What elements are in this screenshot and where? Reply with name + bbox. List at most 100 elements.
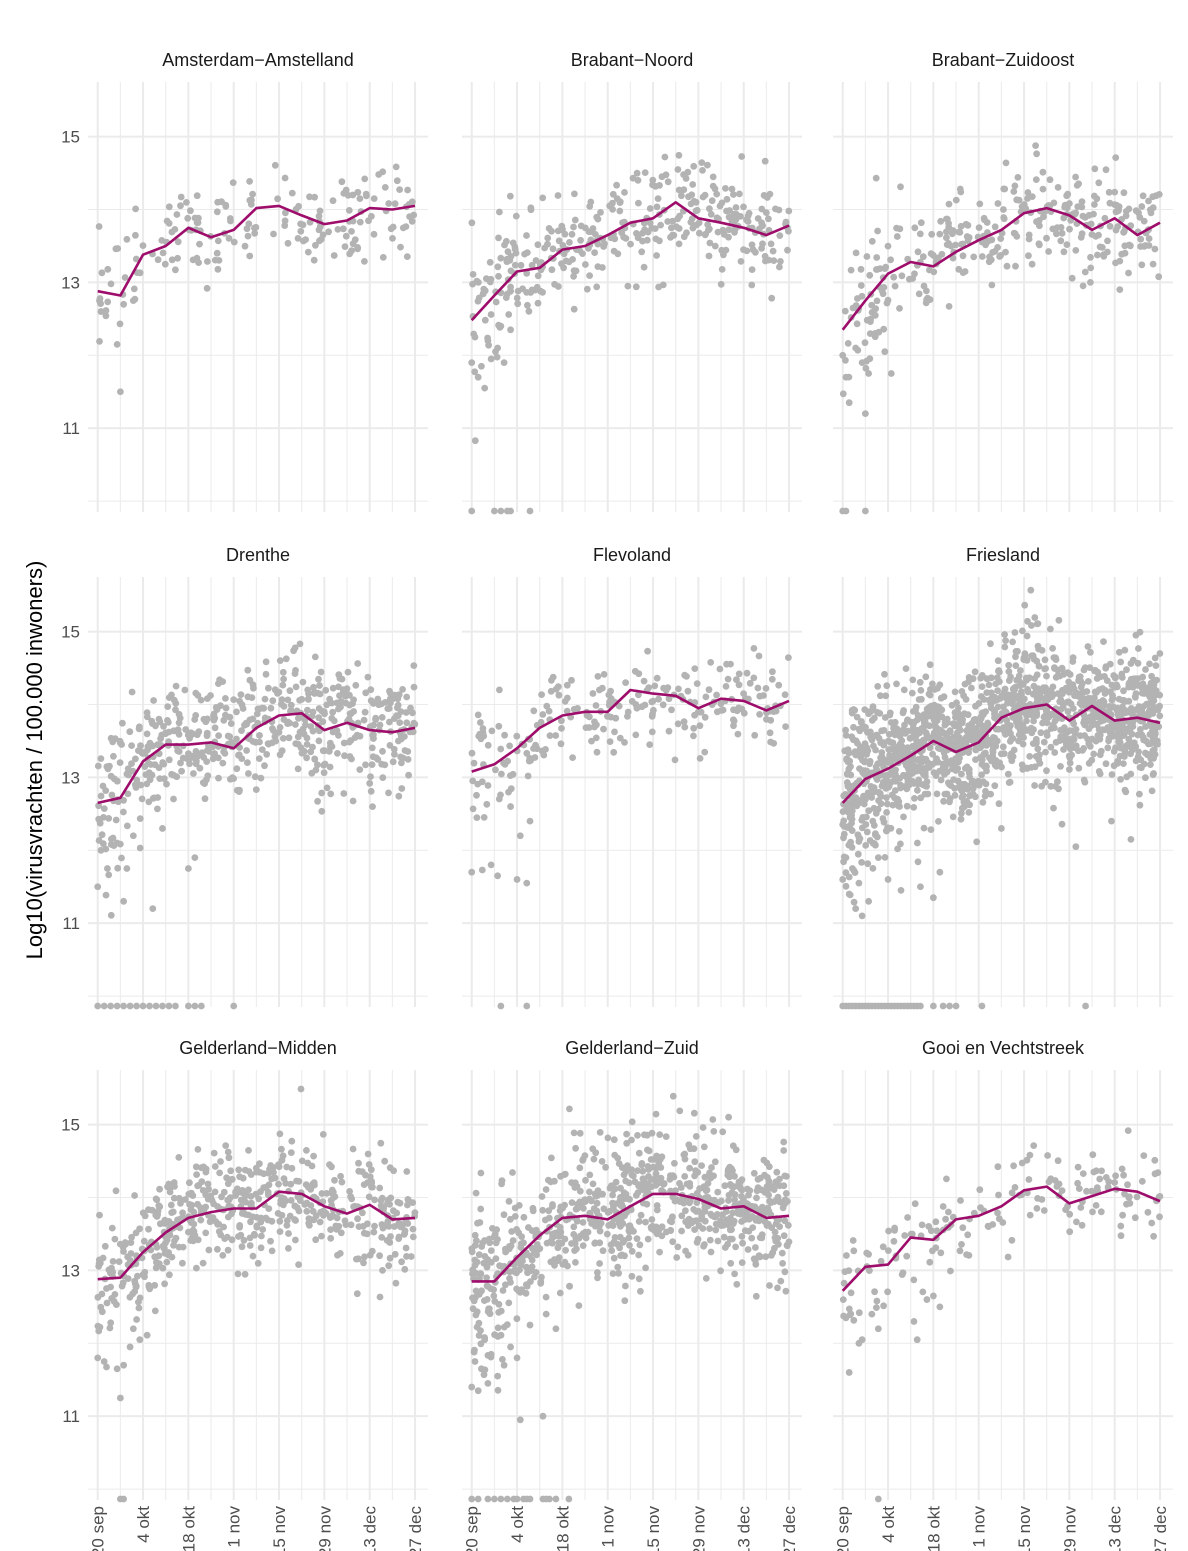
data-point <box>688 191 696 199</box>
data-point <box>653 1202 661 1209</box>
data-point <box>304 706 311 714</box>
data-point <box>207 1192 215 1200</box>
data-point <box>914 858 922 866</box>
data-point <box>874 227 881 235</box>
data-point-floor <box>474 1495 482 1503</box>
data-point <box>649 697 657 705</box>
data-point <box>177 202 184 210</box>
data-point <box>233 735 240 743</box>
data-point <box>1012 653 1019 661</box>
data-point <box>494 1386 502 1394</box>
data-point <box>395 792 403 800</box>
data-point <box>1019 680 1027 688</box>
data-point <box>128 760 135 767</box>
data-point <box>770 708 778 715</box>
data-point <box>881 854 889 861</box>
data-point <box>989 752 997 760</box>
data-point <box>904 1214 911 1221</box>
data-point <box>297 227 305 235</box>
data-point <box>241 1270 249 1278</box>
data-point <box>592 231 599 238</box>
data-point <box>189 256 197 264</box>
data-point <box>995 667 1002 675</box>
data-point <box>165 694 173 701</box>
data-point <box>1078 695 1085 703</box>
data-point <box>532 257 540 264</box>
data-point <box>896 775 904 782</box>
data-point <box>495 234 502 242</box>
data-point <box>586 1209 594 1217</box>
data-point <box>1088 756 1096 764</box>
data-point <box>900 813 907 821</box>
data-point <box>475 1251 483 1259</box>
data-point <box>649 1163 657 1171</box>
data-point <box>852 798 860 806</box>
data-point <box>1074 1179 1081 1187</box>
data-point <box>511 1204 519 1212</box>
data-point <box>400 1230 408 1238</box>
data-point <box>1108 771 1116 778</box>
data-point <box>562 1246 569 1254</box>
data-point <box>1025 252 1032 260</box>
data-point <box>1031 782 1038 789</box>
data-point <box>933 755 940 762</box>
data-point <box>712 1226 720 1234</box>
data-point <box>1032 142 1039 150</box>
data-point <box>693 1189 701 1197</box>
data-point <box>315 675 322 683</box>
data-point <box>592 702 600 709</box>
data-point <box>691 1172 698 1180</box>
data-point <box>1091 165 1099 173</box>
data-point <box>1117 658 1125 666</box>
data-point <box>1103 677 1111 684</box>
data-point <box>868 716 876 724</box>
x-tick-label: 27 dec <box>780 1506 799 1551</box>
data-point <box>588 737 595 745</box>
data-point <box>1000 724 1007 732</box>
data-point <box>381 184 389 191</box>
data-point <box>217 1158 224 1165</box>
data-point <box>214 754 222 762</box>
data-point <box>1013 233 1021 240</box>
data-point <box>500 1323 508 1331</box>
data-point <box>1123 666 1130 674</box>
panel-title: Gelderland−Zuid <box>565 1038 699 1058</box>
data-point <box>127 1250 135 1257</box>
data-point <box>881 265 889 272</box>
data-point <box>165 203 173 211</box>
data-point <box>990 707 998 714</box>
data-point <box>236 697 244 705</box>
data-point-low <box>852 344 860 352</box>
data-point <box>976 720 983 728</box>
data-point <box>376 721 384 729</box>
data-point <box>1008 1236 1016 1244</box>
data-point-low <box>839 351 847 359</box>
data-point <box>622 1190 630 1198</box>
data-point-floor <box>952 1002 960 1010</box>
data-point <box>105 871 113 879</box>
data-point <box>320 769 328 777</box>
data-point <box>524 301 531 309</box>
data-point <box>405 771 412 779</box>
data-point <box>173 211 181 218</box>
data-point <box>691 1226 698 1233</box>
data-point <box>751 1214 759 1222</box>
data-point <box>171 1237 178 1245</box>
data-point <box>314 797 321 805</box>
data-point-floor <box>197 1002 205 1010</box>
data-point <box>1081 778 1089 786</box>
data-point <box>649 181 656 189</box>
data-point <box>669 231 676 239</box>
data-point <box>614 250 622 258</box>
data-point-floor <box>917 1002 924 1010</box>
data-point <box>638 248 646 256</box>
data-point <box>320 708 328 715</box>
data-point <box>963 800 971 808</box>
data-point <box>1095 231 1102 239</box>
data-point <box>353 1290 361 1298</box>
data-point <box>254 705 262 713</box>
data-point <box>379 774 387 781</box>
data-point <box>702 1275 710 1282</box>
